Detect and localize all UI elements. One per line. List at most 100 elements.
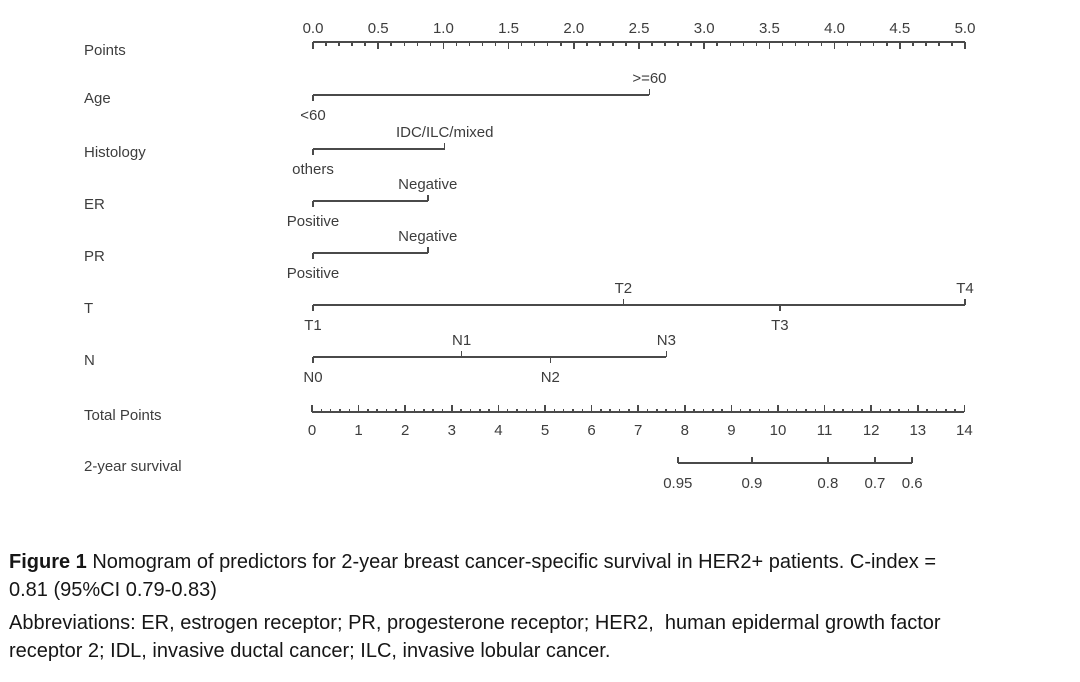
axis-tick (749, 408, 751, 412)
axis-tick (443, 143, 446, 149)
axis-tick (312, 95, 314, 101)
axis-line (313, 356, 667, 358)
axis-tick (506, 408, 509, 412)
axis-tick (964, 42, 966, 49)
nomogram-chart: Points 0.0 0.5 1.0 1.5 2.0 2.5 3.0 3.5 4.0 4.5 5.0 A… (84, 20, 976, 492)
axis-tick (779, 305, 781, 311)
axis-tick (586, 42, 588, 46)
axis-tick (404, 405, 406, 412)
axis-tick (469, 408, 472, 412)
axis-tick (767, 408, 770, 412)
tick-label: 0.8 (817, 475, 839, 492)
category-label: T1 (304, 317, 322, 334)
axis-tick (516, 408, 518, 412)
category-label: T4 (956, 280, 974, 297)
axis-tick (357, 405, 360, 412)
axis-tick (889, 408, 891, 412)
axis-tick (312, 305, 314, 311)
axis-tick (712, 408, 714, 412)
category-label: others (292, 161, 334, 178)
axis-tick (581, 408, 584, 412)
axis-tick (777, 405, 779, 412)
axis-tick (600, 408, 602, 412)
axis-tick (427, 195, 429, 201)
axis-title: T (84, 300, 94, 317)
category-label: Positive (286, 265, 340, 282)
axis-tick (520, 42, 523, 46)
axis-tick (716, 42, 718, 46)
axis-tick (560, 42, 562, 46)
tick-label: 1.5 (498, 20, 520, 37)
axis-tick (742, 42, 745, 46)
figure-number: Figure 1 (9, 551, 87, 573)
axis-tick (395, 408, 397, 412)
axis-tick (823, 405, 826, 412)
axis-line (313, 304, 965, 306)
axis-tick (494, 42, 497, 46)
tick-label: 3.5 (758, 20, 780, 37)
axis-tick (935, 408, 938, 412)
axis-tick (842, 408, 844, 412)
axis-tick (612, 42, 614, 46)
axis-tick (861, 408, 863, 412)
axis-tick (702, 408, 705, 412)
axis-tick (963, 405, 966, 412)
axis-tick (544, 405, 546, 412)
axis-tick (534, 408, 537, 412)
axis-tick (312, 357, 314, 363)
axis-tick (432, 408, 434, 412)
tick-label: 1.0 (432, 20, 454, 37)
axis-tick (721, 408, 723, 412)
tick-label: 0.5 (367, 20, 389, 37)
axis-tick (805, 408, 807, 412)
axis-tick (390, 42, 392, 46)
axis-tick (870, 405, 872, 412)
axis-tick (886, 42, 888, 46)
tick-label: 4 (494, 422, 503, 439)
axis-tick (693, 408, 695, 412)
category-label: N1 (452, 332, 472, 349)
tick-label: 5.0 (954, 20, 976, 37)
axis-tick (729, 42, 732, 46)
axis-tick (320, 408, 323, 412)
axis-tick (794, 42, 797, 46)
axis-tick (820, 42, 823, 46)
axis-tick (879, 408, 882, 412)
category-label: >=60 (632, 70, 667, 87)
axis-line (313, 200, 428, 202)
axis-tick (833, 42, 836, 49)
axis-title: ER (84, 196, 105, 213)
category-label: T2 (614, 280, 633, 297)
axis-tick (311, 405, 313, 412)
axis-tick (951, 42, 953, 46)
axis-tick (525, 408, 528, 412)
axis-tick (677, 42, 679, 46)
axis-tick (553, 408, 556, 412)
axis-tick (907, 408, 910, 412)
axis-tick (572, 408, 574, 412)
category-label: N2 (540, 369, 560, 386)
axis-tick (451, 405, 453, 412)
category-label: IDC/ILC/mixed (395, 124, 494, 141)
axis-tick (945, 408, 947, 412)
axis-tick (859, 42, 862, 46)
axis-tick (427, 247, 429, 253)
axis-tick (814, 408, 817, 412)
axis-tick (413, 408, 416, 412)
axis-tick (312, 201, 314, 207)
axis-tick (781, 42, 784, 46)
axis-tick (846, 42, 849, 46)
axis-tick (926, 408, 928, 412)
caption-line-1: Figure 1 Nomogram of predictors for 2-ye… (9, 550, 936, 574)
axis-line (313, 252, 428, 254)
axis-tick (807, 42, 810, 46)
axis-title: Histology (84, 144, 146, 161)
axis-line (313, 94, 650, 96)
tick-label: 0.7 (864, 475, 886, 492)
axis-tick (460, 351, 463, 357)
axis-tick (312, 253, 314, 259)
axis-tick (665, 408, 667, 412)
axis-title: N (84, 352, 95, 369)
axis-tick (625, 42, 627, 46)
